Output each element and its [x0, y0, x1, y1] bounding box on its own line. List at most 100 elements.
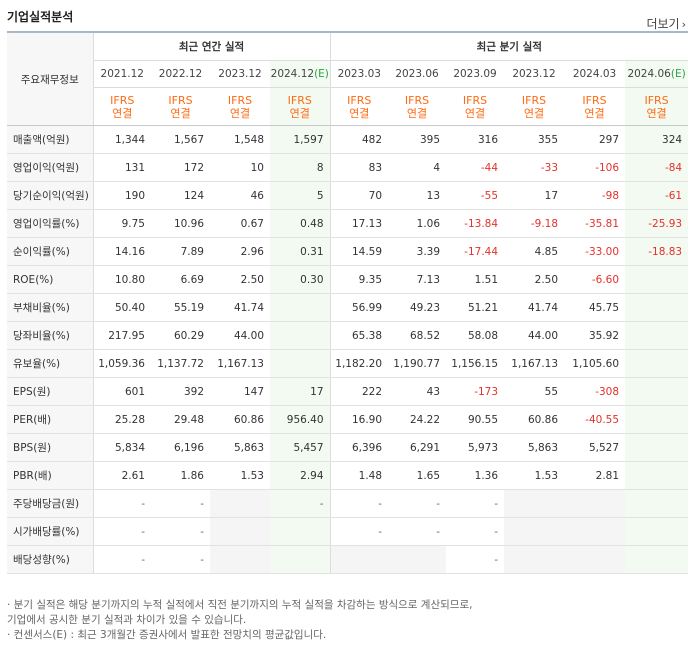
- table-cell: 3.39: [388, 237, 447, 266]
- table-cell: -40.55: [564, 405, 626, 434]
- table-cell: -: [329, 517, 389, 546]
- table-cell: 60.86: [504, 405, 565, 434]
- table-cell: 131: [92, 153, 151, 182]
- ifrs-header: IFRS 연결: [210, 87, 270, 126]
- table-cell: 10.96: [151, 209, 210, 238]
- table-cell: 316: [446, 125, 505, 154]
- table-cell: 29.48: [151, 405, 210, 434]
- table-cell: 1.48: [329, 461, 389, 490]
- table-cell: 5: [270, 181, 331, 210]
- table-cell: 1,548: [210, 125, 270, 154]
- table-cell: 1,167.13: [504, 349, 565, 378]
- row-label: 시가배당률(%): [7, 517, 93, 546]
- table-cell: 1.86: [151, 461, 210, 490]
- table-cell: 1.51: [446, 265, 505, 294]
- table-cell: 50.40: [92, 293, 151, 322]
- table-cell: 2.61: [92, 461, 151, 490]
- table-cell: -: [270, 489, 331, 518]
- table-row: BPS(원) 5,834 6,196 5,863 5,457 6,396 6,291 5,97…: [7, 433, 689, 462]
- table-cell: 1.65: [388, 461, 447, 490]
- table-cell: 58.08: [446, 321, 505, 350]
- row-label: 배당성향(%): [7, 545, 93, 574]
- table-cell: 9.35: [329, 265, 389, 294]
- row-label: 부채비율(%): [7, 293, 93, 322]
- ifrs-header: IFRS 연결: [270, 87, 331, 126]
- table-cell: 5,527: [564, 433, 626, 462]
- consolidated-label: 연결: [289, 106, 310, 120]
- annual-group-header: 최근 연간 실적: [92, 32, 331, 61]
- table-cell: 1,567: [151, 125, 210, 154]
- table-cell: [210, 517, 270, 546]
- period-label: 2023.03: [337, 68, 381, 80]
- table-cell: 55.19: [151, 293, 210, 322]
- table-cell: -17.44: [446, 237, 505, 266]
- table-cell: 601: [92, 377, 151, 406]
- table-cell: 2.96: [210, 237, 270, 266]
- table-cell: -: [151, 489, 210, 518]
- table-row: 영업이익률(%) 9.75 10.96 0.67 0.48 17.13 1.06 -13.84…: [7, 209, 689, 238]
- table-row: 배당성향(%) - - -: [7, 545, 689, 574]
- table-row: PER(배) 25.28 29.48 60.86 956.40 16.90 24.22 90.…: [7, 405, 689, 434]
- table-cell: -: [446, 489, 505, 518]
- ifrs-label: IFRS: [462, 93, 488, 107]
- row-label: 주당배당금(원): [7, 489, 93, 518]
- ifrs-header: IFRS 연결: [625, 87, 689, 126]
- period-header: 2023.03: [329, 60, 389, 88]
- table-cell: -55: [446, 181, 505, 210]
- table-cell: 83: [329, 153, 389, 182]
- table-row: 당좌비율(%) 217.95 60.29 44.00 65.38 68.52 58.08 44…: [7, 321, 689, 350]
- table-cell: [625, 461, 689, 490]
- table-cell: [210, 545, 270, 574]
- period-header: 2024.03: [564, 60, 626, 88]
- table-cell: -84: [625, 153, 689, 182]
- table-cell: 297: [564, 125, 626, 154]
- table-cell: 41.74: [504, 293, 565, 322]
- ifrs-label: IFRS: [227, 93, 253, 107]
- table-cell: 1.53: [504, 461, 565, 490]
- estimate-mark: (E): [314, 68, 329, 80]
- row-label-header: 주요재무정보: [7, 32, 93, 126]
- table-cell: 7.89: [151, 237, 210, 266]
- ifrs-header: IFRS 연결: [446, 87, 505, 126]
- header-group-row: 주요재무정보 최근 연간 실적 최근 분기 실적: [7, 32, 689, 126]
- table-cell: -: [151, 545, 210, 574]
- financial-table: 주요재무정보 최근 연간 실적 최근 분기 실적 2021.12 2022.12 2…: [7, 31, 689, 574]
- table-cell: 90.55: [446, 405, 505, 434]
- table-row: EPS(원) 601 392 147 17 222 43 -173 55 -308: [7, 377, 689, 406]
- table-cell: -: [329, 489, 389, 518]
- table-row: 유보율(%) 1,059.36 1,137.72 1,167.13 1,182.20 1,…: [7, 349, 689, 378]
- table-cell: 5,863: [210, 433, 270, 462]
- table-cell: 956.40: [270, 405, 331, 434]
- table-cell: 5,973: [446, 433, 505, 462]
- table-cell: -: [446, 545, 505, 574]
- table-cell: 16.90: [329, 405, 389, 434]
- chevron-right-icon: ›: [681, 18, 686, 31]
- period-header: 2023.12: [210, 60, 270, 88]
- more-link[interactable]: 더보기 ›: [646, 15, 686, 32]
- table-cell: 0.67: [210, 209, 270, 238]
- table-cell: -308: [564, 377, 626, 406]
- table-row: 주당배당금(원) - - - - - -: [7, 489, 689, 518]
- table-cell: 49.23: [388, 293, 447, 322]
- table-cell: 43: [388, 377, 447, 406]
- table-row: 부채비율(%) 50.40 55.19 41.74 56.99 49.23 51.21 41.…: [7, 293, 689, 322]
- ifrs-header: IFRS 연결: [151, 87, 210, 126]
- table-row: ROE(%) 10.80 6.69 2.50 0.30 9.35 7.13 1.51 2.50-…: [7, 265, 689, 294]
- table-cell: [625, 349, 689, 378]
- table-cell: -98: [564, 181, 626, 210]
- table-cell: [504, 545, 565, 574]
- table-cell: 17: [270, 377, 331, 406]
- row-label: 당기순이익(억원): [7, 181, 93, 210]
- table-cell: [270, 321, 331, 350]
- table-cell: [270, 349, 331, 378]
- table-cell: -35.81: [564, 209, 626, 238]
- table-cell: 9.75: [92, 209, 151, 238]
- table-cell: [625, 405, 689, 434]
- table-cell: [270, 293, 331, 322]
- table-cell: [270, 545, 331, 574]
- table-cell: -: [388, 489, 447, 518]
- table-cell: 10.80: [92, 265, 151, 294]
- table-cell: -61: [625, 181, 689, 210]
- table-cell: [625, 433, 689, 462]
